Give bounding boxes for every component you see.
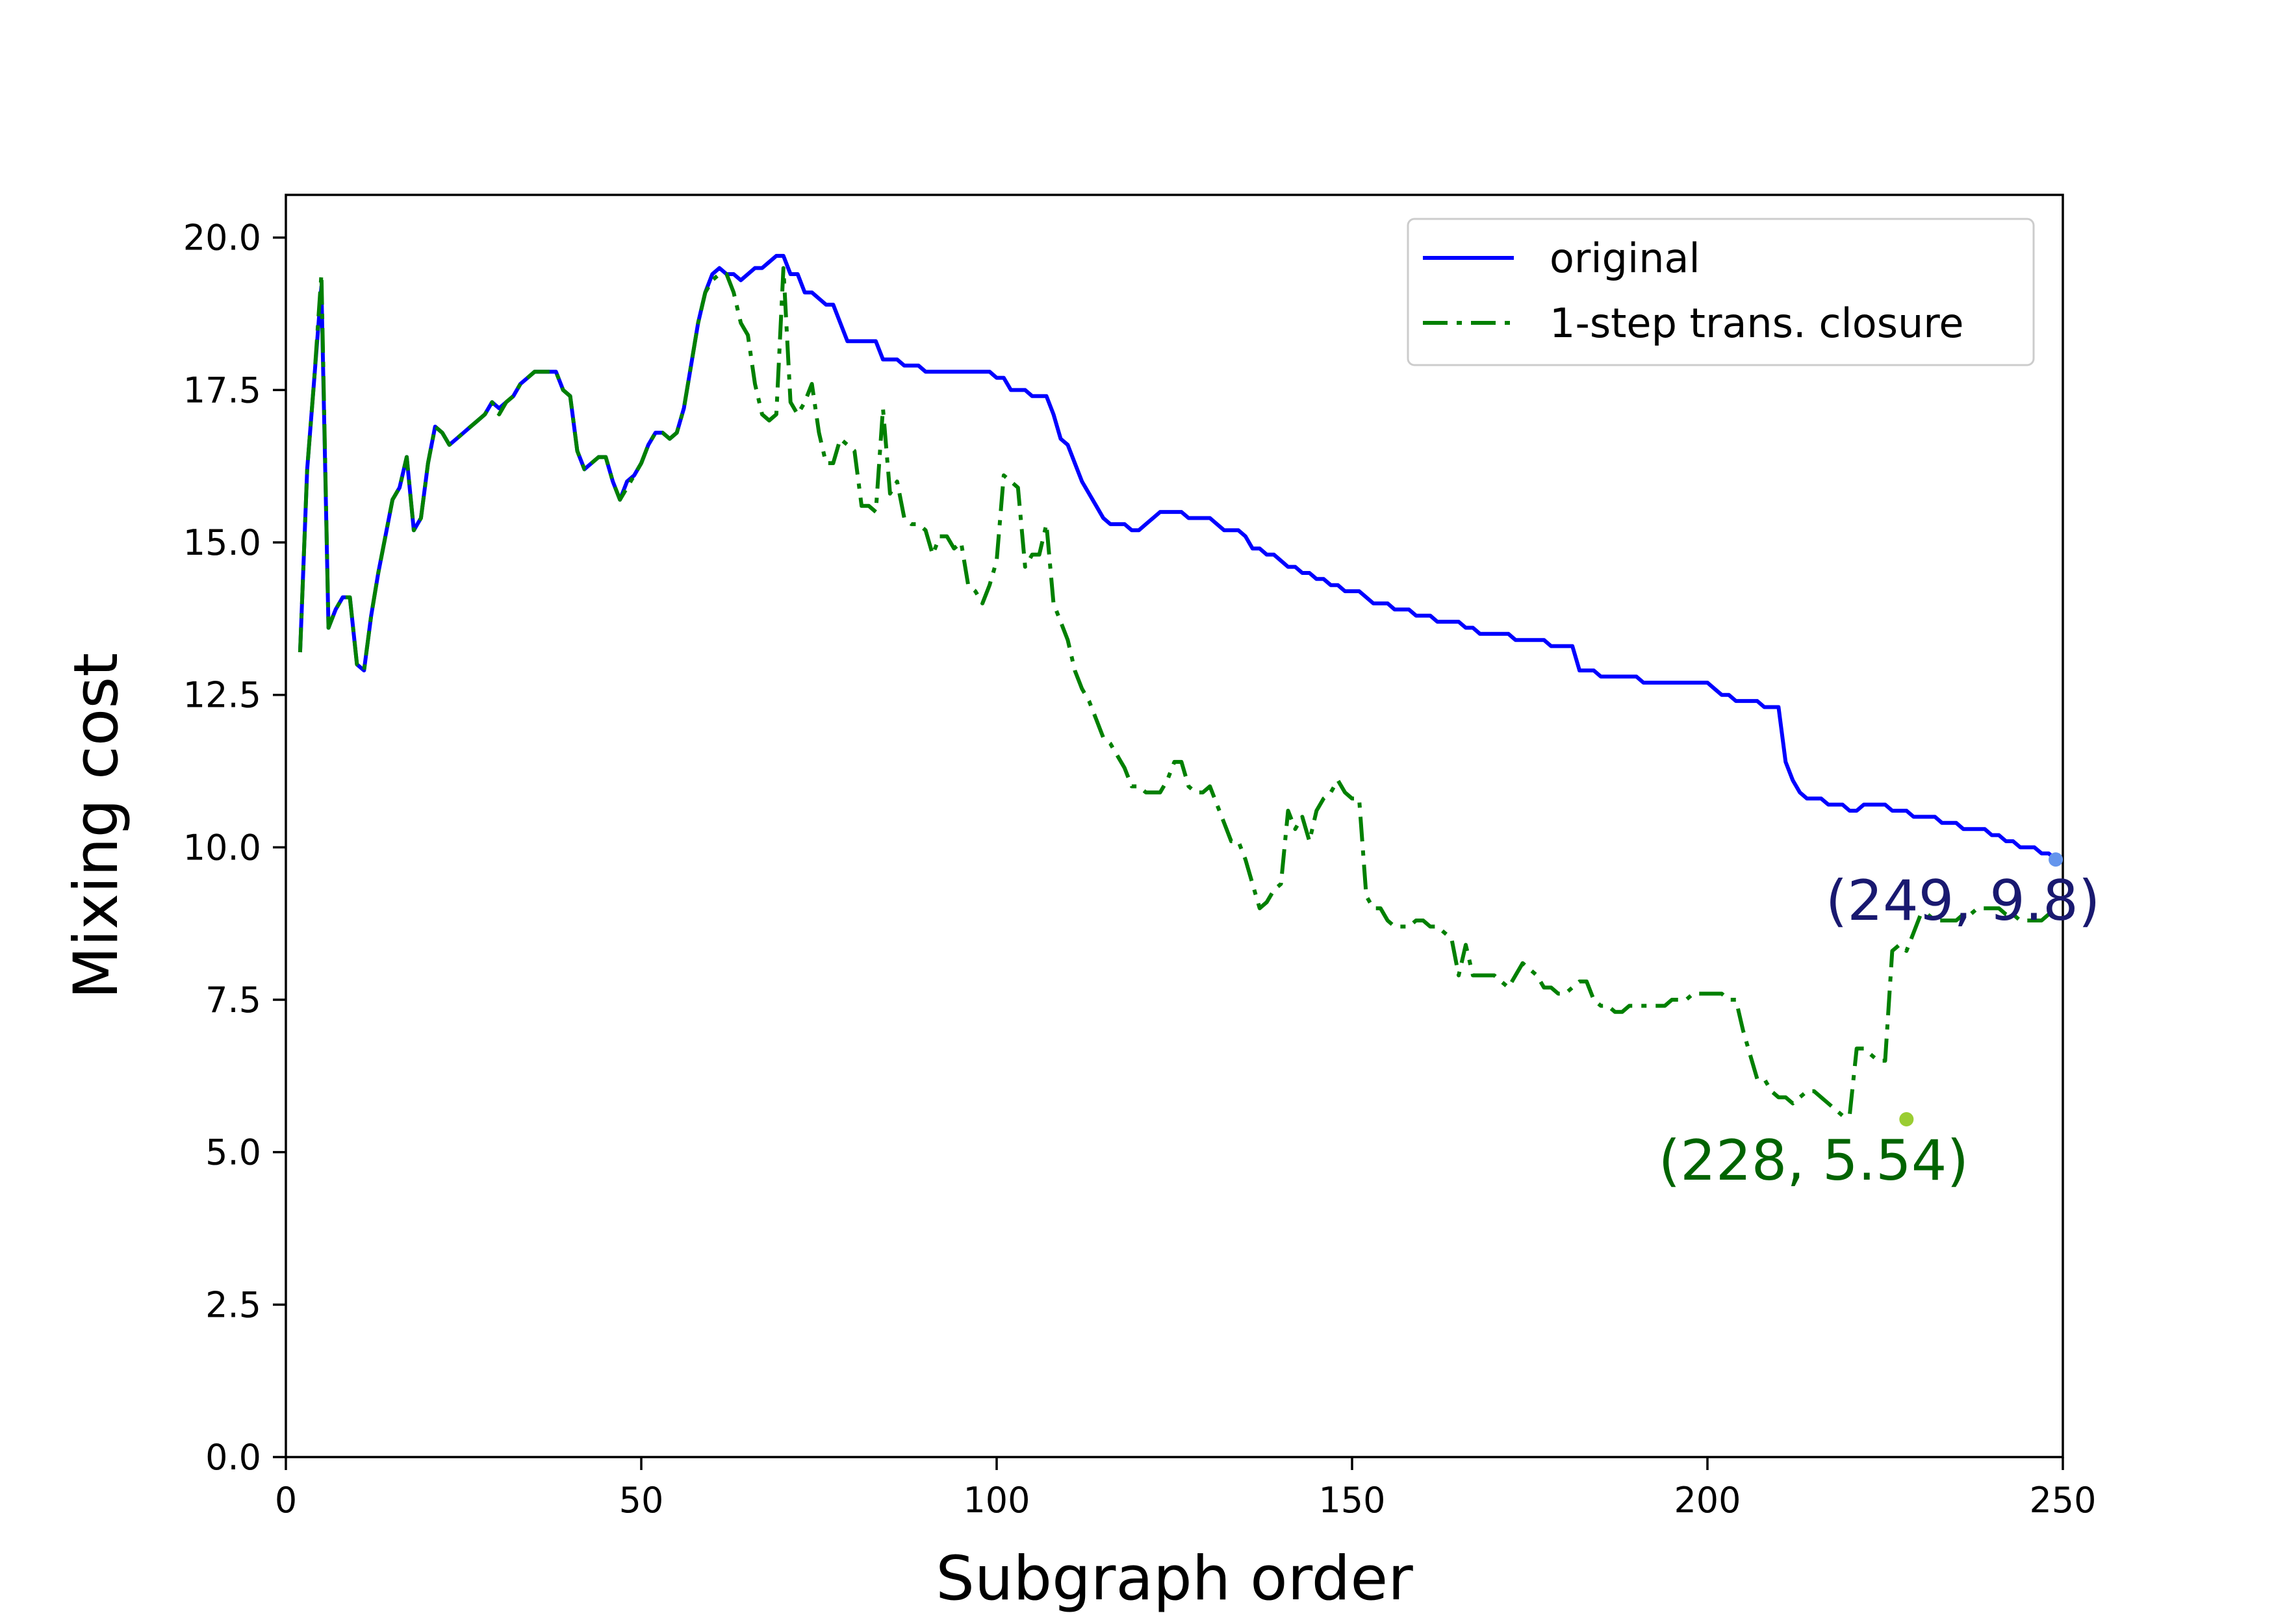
annotation-label-2: (228, 5.54): [1659, 1128, 1969, 1193]
legend-label-2: 1-step trans. closure: [1550, 299, 1964, 347]
y-tick-label: 17.5: [183, 370, 261, 411]
plot-background: [286, 195, 2063, 1457]
x-tick-label: 150: [1318, 1480, 1385, 1521]
y-tick-label: 5.0: [205, 1132, 261, 1173]
annotation-marker-2: [1899, 1111, 1914, 1126]
legend-box: [1407, 218, 2035, 366]
x-axis: 0 50 100 150 200 250: [275, 1457, 2097, 1521]
x-axis-title: Subgraph order: [936, 1543, 1413, 1614]
y-tick-label: 15.0: [183, 522, 261, 563]
legend: original 1-step trans. closure: [1407, 218, 2035, 366]
annotation-label-1: (249, 9.8): [1826, 869, 2101, 933]
y-axis-title: Mixing cost: [61, 653, 132, 999]
annotation-marker-1: [2049, 852, 2063, 867]
x-tick-label: 250: [2029, 1480, 2096, 1521]
x-tick-label: 0: [275, 1480, 297, 1521]
plot-area: [285, 194, 2064, 1458]
legend-label-1: original: [1550, 235, 1700, 282]
y-axis: 0.0 2.5 5.0 7.5 10.0 12.5 15.0 17.5 20.0: [183, 218, 286, 1478]
x-tick-label: 200: [1674, 1480, 1741, 1521]
y-tick-label: 7.5: [205, 980, 261, 1021]
y-tick-label: 12.5: [183, 675, 261, 716]
series-layer: [298, 253, 2058, 1118]
y-tick-label: 0.0: [205, 1437, 261, 1478]
plot-frame: [285, 194, 2064, 1458]
y-tick-label: 10.0: [183, 827, 261, 868]
x-tick-label: 50: [619, 1480, 664, 1521]
y-tick-label: 2.5: [205, 1284, 261, 1325]
y-tick-label: 20.0: [183, 218, 261, 259]
series-line-2: [298, 266, 2058, 1118]
x-tick-label: 100: [963, 1480, 1030, 1521]
annotation-layer: (249, 9.8) (228, 5.54): [1659, 852, 2101, 1193]
